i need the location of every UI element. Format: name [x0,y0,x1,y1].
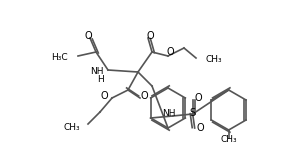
Text: CH₃: CH₃ [220,136,237,145]
Text: CH₃: CH₃ [63,124,80,133]
Text: CH₃: CH₃ [206,55,223,64]
Text: H: H [97,76,104,85]
Text: O: O [195,93,203,103]
Text: O: O [146,31,154,41]
Text: O: O [140,91,148,101]
Text: O: O [84,31,92,41]
Text: O: O [197,123,204,133]
Text: O: O [100,91,108,101]
Text: S: S [190,108,196,118]
Text: H₃C: H₃C [51,54,68,63]
Text: O: O [166,47,174,57]
Text: NH: NH [162,109,175,118]
Text: NH: NH [91,67,104,76]
